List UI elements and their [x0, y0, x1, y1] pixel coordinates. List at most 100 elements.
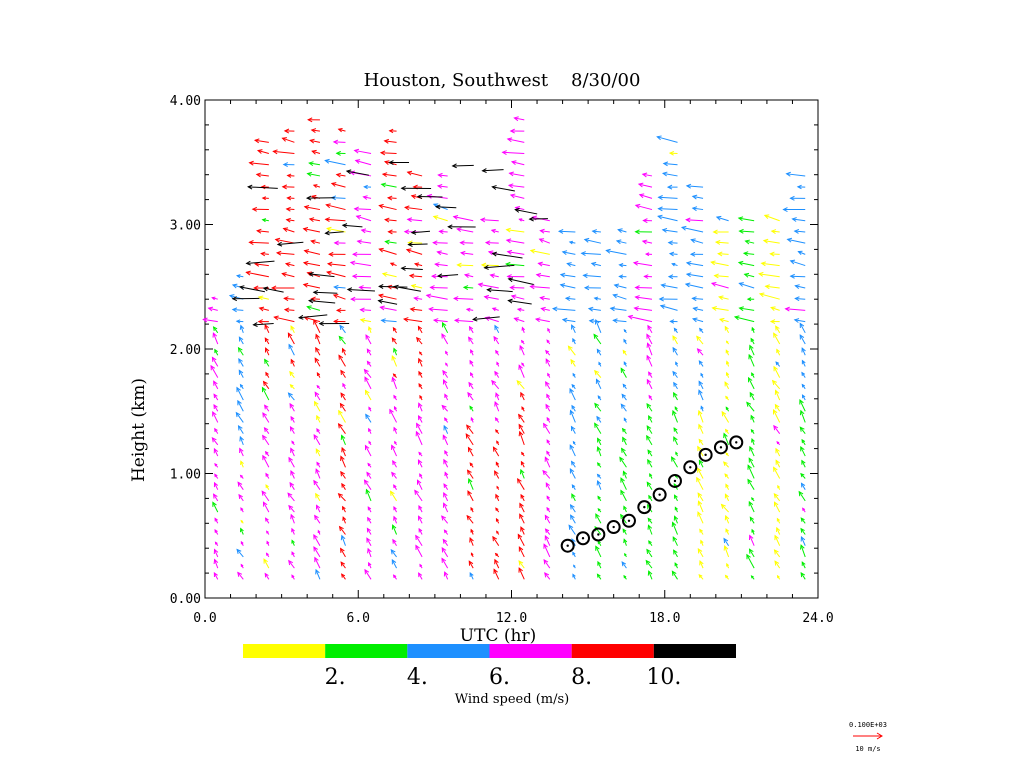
wind-vector — [273, 315, 295, 323]
wind-vector — [340, 534, 346, 546]
wind-vector — [262, 454, 270, 468]
wind-vector — [313, 319, 321, 334]
wind-vector — [624, 552, 627, 558]
wind-vector — [285, 206, 295, 212]
wind-vector — [264, 347, 270, 356]
wind-vector — [800, 571, 806, 580]
wind-vector — [774, 403, 781, 412]
wind-vector — [546, 439, 551, 446]
wind-vector — [509, 128, 525, 134]
wind-vector — [262, 412, 270, 423]
wind-vector — [467, 477, 474, 490]
wind-vector — [667, 240, 678, 246]
wind-vector — [341, 482, 346, 490]
wind-vector — [470, 506, 474, 513]
wind-vector — [239, 435, 244, 446]
wind-vector — [673, 436, 678, 446]
colorbar-tick-label: 10. — [646, 665, 681, 690]
wind-vector — [490, 228, 499, 234]
wind-vector — [309, 138, 321, 144]
wind-vector — [673, 391, 678, 401]
wind-vector — [418, 504, 423, 513]
wind-vector — [494, 552, 500, 558]
wind-vector — [596, 479, 602, 490]
wind-vector — [239, 447, 244, 457]
wind-vector — [785, 171, 806, 177]
x-tick-label: 0.0 — [193, 611, 216, 626]
wind-vector — [240, 540, 244, 546]
wind-vector — [518, 413, 525, 423]
wind-vector — [248, 160, 269, 166]
wind-vector — [260, 251, 269, 257]
wind-vector — [646, 434, 653, 446]
wind-vector — [551, 306, 576, 312]
wind-vector — [595, 545, 602, 558]
wind-vector — [237, 346, 244, 356]
wind-vector — [674, 562, 678, 569]
wind-vector — [418, 515, 423, 524]
wind-vector — [340, 561, 346, 569]
wind-vector — [749, 344, 755, 356]
wind-vector — [543, 422, 551, 434]
wind-vector — [529, 248, 550, 255]
wind-vector — [671, 262, 678, 267]
wind-vector — [418, 370, 423, 378]
wind-vector — [801, 347, 806, 356]
wind-vector — [305, 195, 335, 201]
wind-vector — [346, 287, 375, 293]
wind-vector — [776, 574, 781, 580]
wind-vector — [513, 317, 525, 323]
wind-vector — [691, 194, 704, 200]
wind-vector — [391, 444, 398, 457]
wind-vector — [612, 318, 627, 324]
wind-vector — [316, 461, 321, 468]
wind-vector — [266, 530, 270, 535]
wind-vector — [495, 392, 500, 401]
wind-vector — [237, 571, 244, 580]
wind-vector — [596, 473, 602, 479]
wind-vector — [253, 138, 269, 144]
wind-vector — [748, 376, 755, 390]
wind-vector — [638, 193, 653, 199]
mixing-height-point — [591, 527, 606, 542]
wind-vector — [315, 346, 321, 356]
wind-vector — [657, 214, 678, 222]
colorbar-label: Wind speed (m/s) — [455, 692, 569, 707]
wind-vector — [691, 296, 704, 302]
wind-vector — [310, 128, 321, 133]
wind-vector — [801, 359, 806, 367]
wind-vector — [378, 203, 397, 211]
wind-vector — [648, 394, 653, 401]
wind-vector — [410, 283, 423, 289]
wind-vector — [468, 560, 474, 569]
wind-vector — [789, 259, 806, 267]
wind-vector — [680, 225, 704, 233]
wind-vector — [773, 365, 781, 378]
wind-vector — [569, 409, 576, 423]
colorbar-segment — [407, 644, 490, 658]
wind-vector — [388, 160, 410, 165]
wind-vector — [506, 137, 525, 143]
wind-vector — [514, 207, 538, 215]
wind-vector — [288, 343, 295, 356]
wind-vector — [725, 406, 730, 412]
wind-vector — [202, 317, 218, 323]
wind-vector — [360, 228, 372, 234]
colorbar-tick-label: 2. — [325, 665, 346, 690]
wind-vector — [444, 449, 449, 457]
wind-vector — [596, 462, 602, 468]
wind-vector — [340, 470, 346, 479]
wind-vector — [240, 563, 244, 569]
wind-vector — [260, 184, 269, 190]
wind-vector — [770, 306, 780, 312]
wind-vector — [773, 332, 781, 345]
wind-vector — [698, 389, 704, 401]
wind-vector — [466, 424, 474, 434]
wind-vector — [596, 573, 602, 580]
wind-vector — [796, 184, 806, 190]
wind-vector — [697, 548, 704, 558]
wind-vector — [516, 380, 525, 390]
wind-vector — [213, 572, 219, 580]
wind-vector — [364, 389, 372, 401]
wind-vector — [392, 574, 397, 580]
